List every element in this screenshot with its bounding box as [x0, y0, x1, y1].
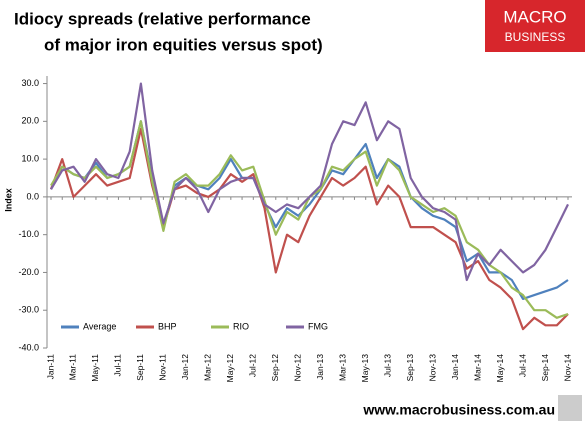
x-tick-label: Nov-12	[293, 354, 303, 382]
x-tick-label: May-12	[225, 354, 235, 383]
y-tick-label: -30.0	[18, 305, 39, 315]
x-tick-label: Jan-12	[180, 354, 190, 380]
chart-subtitle: of major iron equities versus spot)	[44, 35, 323, 54]
legend-label: RIO	[233, 321, 249, 331]
line-series	[50, 120, 569, 319]
x-tick-label: Sep-14	[540, 354, 550, 382]
x-tick-label: Nov-11	[158, 354, 168, 381]
x-tick-label: Mar-12	[203, 354, 213, 381]
line-series	[50, 82, 569, 282]
y-tick-label: 0.0	[26, 191, 39, 201]
x-tick-label: Mar-11	[68, 354, 78, 381]
legend-label: Average	[83, 321, 116, 331]
footer: www.macrobusiness.com.au	[362, 402, 555, 418]
y-tick-label: -10.0	[18, 229, 39, 239]
x-tick-label: Jan-14	[450, 354, 460, 380]
x-tick-label: May-14	[495, 354, 505, 383]
x-tick-label: Jan-11	[45, 354, 55, 380]
x-tick-label: Jan-13	[315, 354, 325, 380]
y-tick-label: 20.0	[21, 116, 39, 126]
logo	[485, 0, 585, 52]
x-tick-label: Mar-14	[472, 354, 482, 381]
x-tick-label: Sep-12	[270, 354, 280, 382]
line-series	[49, 127, 569, 331]
legend-label: BHP	[158, 321, 177, 331]
chart-title: Idiocy spreads (relative performance	[14, 9, 311, 28]
footer-icon	[558, 395, 582, 421]
x-tick-label: Nov-13	[427, 354, 437, 382]
line-series	[50, 120, 569, 300]
y-tick-label: -20.0	[18, 267, 39, 277]
x-tick-label: Jul-11	[113, 354, 123, 377]
x-tick-label: May-11	[90, 354, 100, 382]
x-tick-label: Nov-14	[562, 354, 572, 382]
y-tick-label: 30.0	[21, 78, 39, 88]
y-tick-label: -40.0	[18, 342, 39, 352]
x-tick-label: Jul-14	[517, 354, 527, 377]
x-tick-label: Jul-12	[248, 354, 258, 377]
x-tick-label: Mar-13	[337, 354, 347, 381]
logo-text: MACRO	[503, 7, 566, 26]
logo-text: BUSINESS	[505, 30, 566, 44]
y-tick-label: 10.0	[21, 153, 39, 163]
y-axis-label: Index	[3, 188, 13, 212]
legend-label: FMG	[308, 321, 328, 331]
x-tick-label: May-13	[360, 354, 370, 383]
x-tick-label: Sep-13	[405, 354, 415, 382]
x-tick-label: Jul-13	[382, 354, 392, 377]
x-tick-label: Sep-11	[135, 354, 145, 381]
